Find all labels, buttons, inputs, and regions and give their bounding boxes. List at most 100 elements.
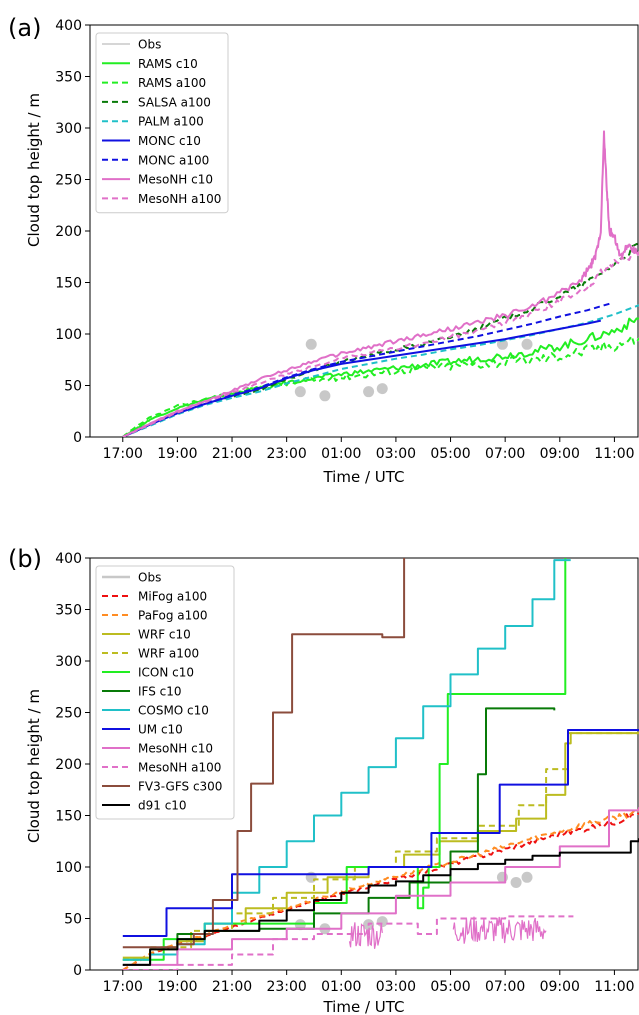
series-line-mesonh-c10	[122, 130, 639, 437]
obs-point	[294, 386, 306, 398]
legend-label: Obs	[138, 38, 161, 52]
panel-a: (a) Cloud top height / m Time / UTC 0 50 1…	[8, 14, 639, 486]
legend-label: MesoNH c10	[138, 742, 213, 756]
series-line-rams-c10	[122, 317, 639, 437]
series-line-d91-c10	[122, 838, 639, 966]
legend-label: MONC a100	[138, 153, 209, 167]
legend-label: FV3-GFS c300	[138, 780, 222, 794]
series-line-rams-a100	[122, 335, 639, 437]
panel-b: (b) Cloud top height / m Time / UTC 0 50 1…	[8, 545, 639, 1015]
legend-label: PaFog a100	[138, 609, 208, 623]
plot-area-b: 0 50 100 150 200 250 300 350 400 17:00 19:00 21:00 2…	[55, 551, 639, 995]
series-line-mesonh-c10	[122, 807, 639, 966]
legend-label: ICON c10	[138, 666, 194, 680]
series-group	[122, 130, 639, 437]
x-tick-label: 09:00	[540, 446, 580, 462]
legend-label: MiFog a100	[138, 590, 207, 604]
x-tick-label: 21:00	[212, 979, 252, 995]
legend-label: IFS c10	[138, 685, 182, 699]
x-tick-label: 17:00	[103, 979, 143, 995]
y-axis-label-a: Cloud top height / m	[25, 93, 43, 247]
legend-label: COSMO c10	[138, 704, 209, 718]
y-tick-label: 250	[55, 706, 82, 722]
panel-label-b: (b)	[8, 545, 42, 573]
legend-label: RAMS c10	[138, 57, 198, 71]
x-tick-label: 05:00	[430, 979, 470, 995]
y-tick-label: 100	[55, 327, 82, 343]
obs-point	[305, 338, 317, 350]
legend-label: RAMS a100	[138, 76, 206, 90]
x-tick-label: 21:00	[212, 446, 252, 462]
legend-label: WRF a100	[138, 647, 199, 661]
legend-label: MONC c10	[138, 134, 201, 148]
x-tick-label: 03:00	[376, 979, 416, 995]
legend-label: MesoNH c10	[138, 173, 213, 187]
x-tick-label: 07:00	[485, 979, 525, 995]
y-axis-label-b: Cloud top height / m	[25, 689, 43, 843]
series-group	[122, 558, 639, 970]
legend-label: WRF c10	[138, 628, 191, 642]
x-tick-label: 23:00	[266, 979, 306, 995]
y-tick-label: 350	[55, 603, 82, 619]
panel-label-a: (a)	[8, 14, 41, 42]
plot-area-a: 0 50 100 150 200 250 300 350 400 17:00 19:00 21:00 2…	[55, 18, 639, 462]
series-line-monc-c10	[122, 319, 602, 437]
y-tick-label: 50	[64, 912, 82, 928]
y-tick-label: 150	[55, 809, 82, 825]
y-tick-label: 0	[73, 430, 82, 446]
series-line-mesonh-a100	[122, 251, 639, 437]
mesonh-oscillation	[452, 916, 547, 944]
series-line-palm-a100	[122, 304, 639, 437]
series-line-um-c10	[122, 729, 639, 937]
x-tick-label: 07:00	[485, 446, 525, 462]
obs-point	[363, 386, 375, 398]
y-tick-label: 100	[55, 860, 82, 876]
x-tick-label: 03:00	[376, 446, 416, 462]
x-tick-label: 19:00	[157, 446, 197, 462]
y-tick-label: 400	[55, 18, 82, 34]
y-tick-label: 150	[55, 276, 82, 292]
obs-point	[521, 871, 533, 883]
x-tick-label: 01:00	[321, 446, 361, 462]
legend: Obs RAMS c10 RAMS a100 SALSA a100 PALM a100 M…	[95, 32, 229, 214]
legend-label: MesoNH a100	[138, 761, 221, 775]
x-tick-label: 17:00	[103, 446, 143, 462]
y-tick-label: 300	[55, 654, 82, 670]
obs-point	[510, 876, 522, 888]
y-tick-label: 350	[55, 70, 82, 86]
y-tick-label: 50	[64, 379, 82, 395]
series-line-fv3-gfs-c300	[122, 558, 406, 949]
legend-label: Obs	[138, 571, 161, 585]
legend-label: PALM a100	[138, 115, 204, 129]
x-tick-label: 11:00	[594, 979, 634, 995]
mesonh-oscillation	[348, 922, 383, 949]
legend-label: MesoNH a100	[138, 192, 221, 206]
x-tick-label: 11:00	[594, 446, 634, 462]
y-tick-label: 0	[73, 963, 82, 979]
obs-point	[376, 383, 388, 395]
legend-label: UM c10	[138, 723, 183, 737]
x-tick-label: 09:00	[540, 979, 580, 995]
obs-point	[521, 338, 533, 350]
obs-point	[376, 916, 388, 928]
x-tick-label: 19:00	[157, 979, 197, 995]
legend-box	[95, 565, 235, 820]
obs-point	[319, 390, 331, 402]
x-axis-label-a: Time / UTC	[322, 468, 404, 486]
legend: Obs MiFog a100 PaFog a100 WRF c10 WRF a100 IC…	[95, 565, 235, 820]
x-tick-label: 23:00	[266, 446, 306, 462]
obs-point	[294, 919, 306, 931]
series-line-salsa-a100	[122, 242, 639, 437]
series-line-mifog-a100	[122, 812, 639, 970]
x-tick-label: 01:00	[321, 979, 361, 995]
legend-label: d91 c10	[138, 799, 187, 813]
y-tick-label: 400	[55, 551, 82, 567]
y-tick-label: 250	[55, 173, 82, 189]
legend-box	[95, 32, 229, 214]
x-axis-label-b: Time / UTC	[322, 998, 404, 1015]
y-tick-label: 200	[55, 757, 82, 773]
obs-point	[496, 871, 508, 883]
series-line-pafog-a100	[122, 807, 639, 970]
x-tick-label: 05:00	[430, 446, 470, 462]
